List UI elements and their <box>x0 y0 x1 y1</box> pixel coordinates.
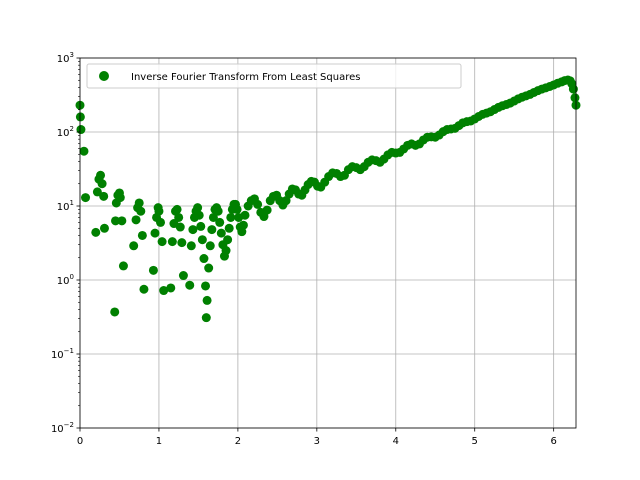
data-point <box>99 191 109 201</box>
y-tick-label: 10−2 <box>51 421 74 435</box>
data-point <box>221 246 231 256</box>
data-point <box>188 225 198 235</box>
legend-box <box>86 63 462 89</box>
data-point <box>156 217 166 227</box>
data-point <box>139 284 149 294</box>
data-point <box>185 280 195 290</box>
x-axis-ticks: 0 1 2 3 4 5 6 <box>77 428 557 447</box>
data-point <box>238 220 248 230</box>
legend-marker <box>99 71 109 81</box>
data-point <box>110 307 120 317</box>
data-point <box>150 228 160 238</box>
data-point <box>201 313 211 323</box>
data-point <box>199 254 209 264</box>
y-axis-ticks: 10−2 10−1 100 101 102 103 <box>51 51 80 435</box>
data-point <box>216 228 226 238</box>
data-point <box>201 281 211 291</box>
data-point <box>205 241 215 251</box>
data-point <box>223 235 233 245</box>
x-tick-label: 3 <box>314 436 320 447</box>
x-tick-label: 5 <box>472 436 478 447</box>
data-point <box>97 179 107 189</box>
data-point <box>226 212 236 222</box>
data-point <box>175 222 185 232</box>
data-point <box>202 295 212 305</box>
plot-area <box>80 58 576 428</box>
data-point <box>79 146 89 156</box>
data-point <box>111 216 121 226</box>
data-point <box>154 206 164 216</box>
data-point <box>174 212 184 222</box>
x-tick-label: 2 <box>235 436 241 447</box>
data-point <box>167 237 177 247</box>
data-point <box>99 223 109 233</box>
data-point <box>232 204 242 214</box>
data-point <box>570 93 580 103</box>
x-tick-label: 4 <box>393 436 399 447</box>
data-point <box>129 241 139 251</box>
data-point <box>253 199 263 209</box>
data-point <box>568 84 578 94</box>
y-tick-label: 103 <box>57 51 74 65</box>
data-point <box>157 237 167 247</box>
data-point <box>194 210 204 220</box>
data-point <box>96 170 106 180</box>
data-point <box>177 238 187 248</box>
data-point <box>224 223 234 233</box>
x-tick-label: 1 <box>156 436 162 447</box>
y-tick-label: 101 <box>57 199 74 213</box>
data-point <box>186 241 196 251</box>
data-point <box>172 204 182 214</box>
legend-label: Inverse Fourier Transform From Least Squ… <box>131 72 360 83</box>
data-point <box>148 265 158 275</box>
data-point <box>115 193 125 203</box>
data-point <box>215 217 225 227</box>
x-tick-label: 0 <box>77 436 83 447</box>
y-tick-label: 10−1 <box>51 347 74 361</box>
data-point <box>134 198 144 208</box>
data-point <box>193 203 203 213</box>
data-point <box>196 221 206 231</box>
data-point <box>166 283 176 293</box>
data-point <box>136 206 146 216</box>
data-point <box>118 261 128 271</box>
data-point <box>76 125 86 135</box>
data-point <box>207 225 217 235</box>
data-point <box>159 286 169 296</box>
data-point <box>204 263 214 273</box>
legend: Inverse Fourier Transform From Least Squ… <box>86 63 462 89</box>
data-points <box>75 75 581 323</box>
data-point <box>197 235 207 245</box>
data-point <box>178 271 188 281</box>
data-point <box>117 216 127 226</box>
data-point <box>213 206 223 216</box>
data-point <box>240 210 250 220</box>
data-point <box>91 227 101 237</box>
data-point <box>208 212 218 222</box>
data-point <box>92 187 102 197</box>
y-tick-label: 102 <box>57 125 74 139</box>
x-tick-label: 6 <box>550 436 556 447</box>
data-point <box>81 193 91 203</box>
plot-frame <box>79 57 577 429</box>
data-point <box>262 205 272 215</box>
data-point <box>131 215 141 225</box>
data-point <box>137 230 147 240</box>
y-tick-label: 100 <box>57 273 74 287</box>
